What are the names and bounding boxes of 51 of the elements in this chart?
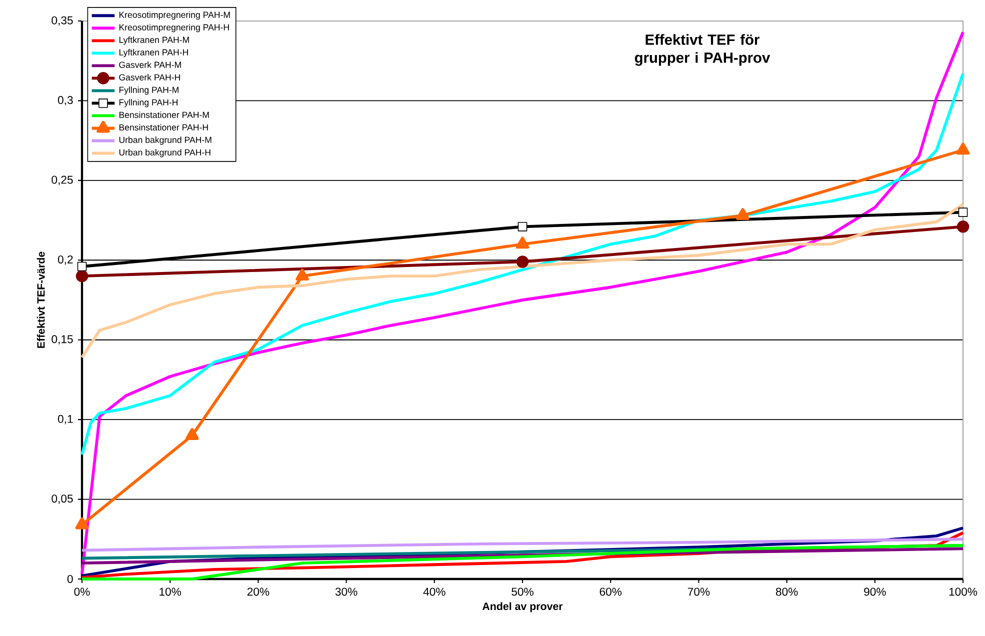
x-tick-label: 100% (949, 588, 978, 596)
legend-label: Fyllning PAH-M (119, 86, 178, 95)
y-tick-label: 0,1 (58, 414, 73, 424)
point (518, 222, 528, 232)
line-series (80, 544, 964, 580)
x-tick-label: 40% (423, 588, 446, 596)
point (296, 268, 309, 281)
y-tick-label: 0,2 (58, 255, 73, 265)
point (516, 236, 530, 249)
point (958, 208, 968, 217)
legend-label: Kreosotimpregnering PAH-M (119, 11, 230, 20)
legend-label: Gasverk PAH-H (119, 74, 180, 80)
line-series (80, 72, 964, 456)
point (185, 428, 199, 440)
legend-label: Urban bakgrund PAH-H (119, 149, 210, 158)
legend-label: Gasverk PAH-M (119, 61, 181, 68)
legend-label: Bensinstationer PAH-H (119, 124, 208, 130)
x-tick-label: 30% (335, 588, 358, 596)
line-series (80, 30, 964, 576)
point (77, 262, 87, 272)
y-tick-label: 0 (67, 574, 73, 584)
y-tick-label: 0,25 (52, 176, 73, 186)
legend-label: Kreosotimpregnering PAH-H (119, 24, 229, 32)
legend-label: Fyllning PAH-H (119, 99, 178, 108)
text: Effektivt TEF för grupper i PAH-prov (634, 34, 770, 66)
point (516, 256, 529, 268)
line-series (80, 202, 964, 359)
x-tick-label: 70% (688, 588, 710, 596)
legend-label: Lyftkranen PAH-M (119, 36, 189, 45)
x-tick-label: 60% (600, 588, 622, 596)
point (736, 208, 750, 220)
y-tick-label: 0,35 (52, 16, 73, 26)
point (956, 142, 970, 155)
x-tick-label: 10% (160, 588, 182, 596)
point (75, 517, 89, 530)
line-series (80, 538, 964, 552)
x-tick-label: 0% (74, 588, 90, 596)
x-axis-title: Andel av prover (482, 602, 563, 612)
x-tick-label: 80% (776, 588, 798, 596)
point (76, 270, 88, 282)
y-tick-label: 0,05 (52, 494, 73, 504)
y-tick-label: 0,3 (58, 96, 73, 106)
legend-label: Lyftkranen PAH-H (119, 48, 188, 58)
x-tick-label: 50% (512, 588, 534, 596)
x-tick-label: 20% (247, 588, 270, 596)
y-axis-title: Effektivt TEF-värde (36, 252, 45, 348)
point (956, 220, 970, 233)
legend-label: Bensinstationer PAH-M (119, 112, 209, 118)
x-tick-label: 90% (864, 588, 886, 596)
legend-label: Urban bakgrund PAH-M (119, 136, 212, 145)
y-tick-label: 0,15 (52, 335, 73, 345)
